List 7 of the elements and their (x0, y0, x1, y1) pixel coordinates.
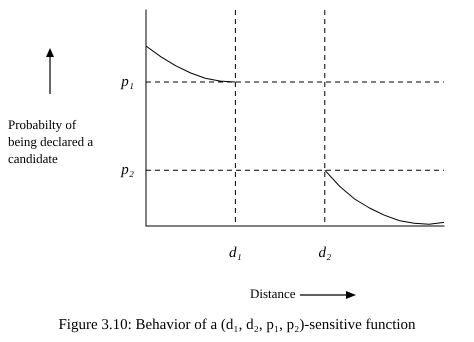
ref-line-label: p₁ (120, 74, 134, 90)
text: Figure 3.10: Behavior of a (d₁, d₂, p₁, p₂)-sensitive function (57, 317, 417, 334)
y-axis-title: Probabilty of being declared a candidate (8, 116, 94, 167)
x-axis-title: Distance (250, 286, 296, 302)
x-tick-label: d₂ (318, 244, 332, 261)
x-tick-label: d₁ (229, 244, 242, 261)
ref-line-label: p₂ (120, 162, 134, 178)
